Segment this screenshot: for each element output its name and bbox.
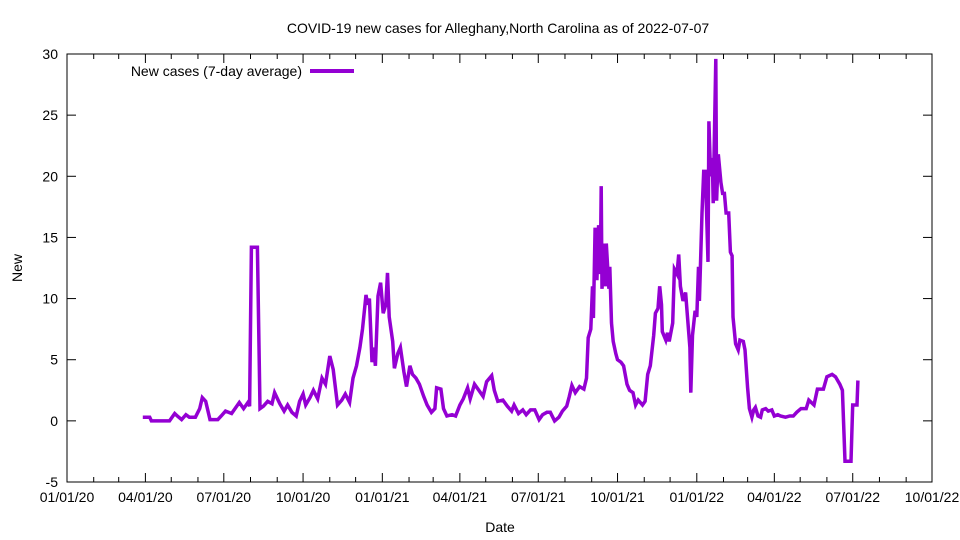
series-line — [142, 58, 860, 463]
y-tick-label: 15 — [42, 229, 58, 245]
x-tick-label: 10/01/22 — [905, 489, 960, 505]
axes: -5 0 5 10 15 20 25 30 01/01/20 04/01/20 07/01/20 10… — [40, 46, 960, 505]
y-tick-label: 25 — [42, 107, 58, 123]
x-tick-label: 10/01/20 — [276, 489, 331, 505]
x-tick-label: 04/01/21 — [433, 489, 488, 505]
x-tick-label: 01/01/20 — [40, 489, 95, 505]
x-axis-label: Date — [485, 519, 515, 535]
x-tick-label: 07/01/21 — [511, 489, 566, 505]
x-tick-label: 07/01/20 — [197, 489, 252, 505]
legend: New cases (7-day average) — [131, 63, 354, 79]
y-tick-label: 20 — [42, 168, 58, 184]
plot-border — [66, 53, 933, 483]
y-tick-label: 0 — [50, 413, 58, 429]
x-tick-label: 07/01/22 — [825, 489, 880, 505]
y-axis-label: New — [9, 253, 25, 282]
x-tick-label: 04/01/22 — [747, 489, 802, 505]
x-tick-label: 04/01/20 — [118, 489, 173, 505]
x-tick-label: 01/01/21 — [355, 489, 410, 505]
legend-label: New cases (7-day average) — [131, 63, 302, 79]
y-tick-label: -5 — [46, 474, 59, 490]
series-group — [142, 58, 860, 463]
chart-title: COVID-19 new cases for Alleghany,North C… — [287, 20, 710, 36]
x-tick-label: 01/01/22 — [670, 489, 725, 505]
y-tick-label: 10 — [42, 291, 58, 307]
y-tick-label: 5 — [50, 352, 58, 368]
y-tick-label: 30 — [42, 46, 58, 62]
x-tick-label: 10/01/21 — [590, 489, 645, 505]
